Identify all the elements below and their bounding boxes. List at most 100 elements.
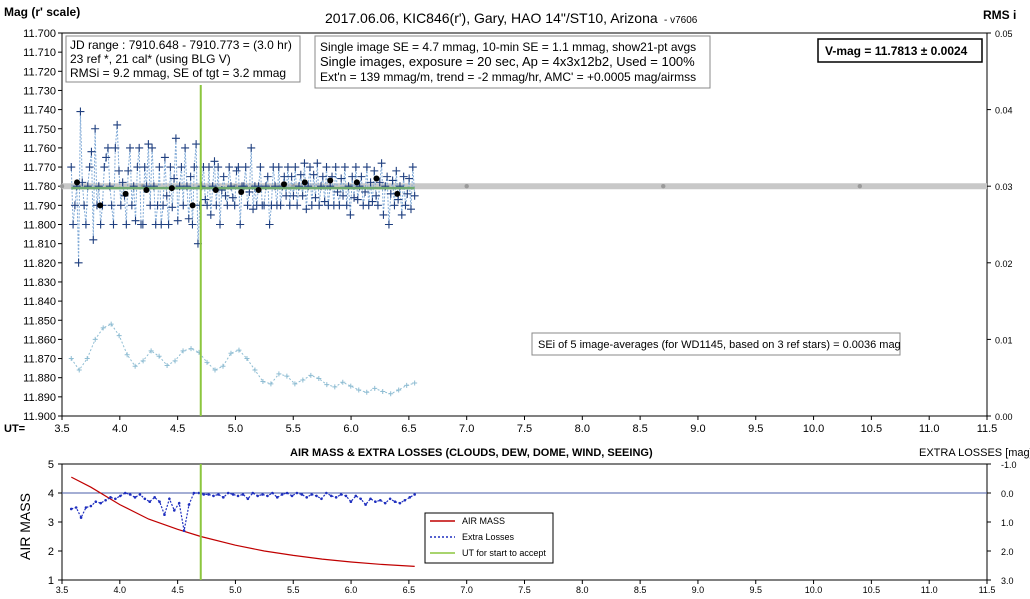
- extra-losses-point: [256, 494, 259, 498]
- rms-point: [372, 385, 378, 391]
- extra-losses-point: [349, 500, 353, 504]
- single-image-point: [350, 193, 359, 202]
- single-image-point: [342, 201, 351, 210]
- exposure-info-box: Single image SE = 4.7 mmag, 10-min SE = …: [314, 35, 711, 89]
- rms-reference-point: [857, 184, 863, 189]
- average-point: [122, 190, 129, 197]
- x-tick-label: 7.5: [517, 423, 532, 435]
- rms-reference-point: [59, 184, 65, 189]
- x-tick-label: 5.0: [228, 423, 243, 435]
- extra-losses-point: [217, 493, 220, 496]
- single-image-point: [76, 107, 85, 116]
- rms-point: [116, 333, 122, 339]
- single-image-point: [74, 258, 83, 267]
- single-image-point: [103, 143, 112, 152]
- single-image-point: [69, 220, 78, 229]
- extra-losses-point: [163, 513, 166, 517]
- single-image-point: [133, 163, 142, 172]
- extra-losses-point: [69, 507, 73, 511]
- single-image-point: [406, 205, 415, 214]
- single-image-point: [377, 159, 386, 168]
- single-image-point: [184, 214, 193, 223]
- y-tick-label: 11.780: [23, 181, 56, 193]
- single-image-point: [80, 201, 89, 210]
- single-image-point: [148, 143, 157, 152]
- legend-ut-start: UT for start to accept: [462, 548, 546, 558]
- x-tick-label: 9.5: [748, 423, 763, 435]
- single-image-point: [138, 220, 147, 229]
- single-image-point: [300, 159, 309, 168]
- extra-losses-point: [320, 497, 323, 501]
- single-image-point: [276, 201, 285, 210]
- single-image-point: [223, 201, 232, 210]
- bottom-x-tick-label: 11.0: [921, 585, 938, 595]
- y2-tick-label: 0.00: [995, 412, 1013, 422]
- single-image-point: [228, 193, 237, 202]
- extra-losses-point: [329, 494, 333, 498]
- single-image-point: [232, 166, 241, 175]
- x-tick-label: 10.0: [803, 423, 824, 435]
- extinction-text: Ext'n = 139 mmag/m, trend = -2 mmag/hr, …: [320, 70, 696, 84]
- rms-point: [260, 379, 266, 385]
- extra-losses-point: [388, 497, 392, 501]
- rms-point: [220, 363, 226, 369]
- rms-point: [140, 358, 146, 364]
- single-image-point: [179, 201, 188, 210]
- extra-losses-point: [374, 500, 377, 504]
- extra-losses-point: [187, 503, 191, 506]
- single-image-point: [401, 201, 410, 210]
- single-image-point: [366, 178, 375, 187]
- y-tick-label: 11.710: [23, 47, 56, 59]
- rms-reference-point: [464, 184, 469, 189]
- y-tick-label: 11.720: [23, 66, 56, 78]
- extra-losses-point: [182, 529, 186, 532]
- rms-point: [380, 388, 386, 394]
- single-image-point: [256, 163, 265, 172]
- extra-losses-point: [266, 494, 269, 498]
- y-tick-label: 11.830: [23, 277, 56, 289]
- extra-losses-point: [398, 501, 402, 505]
- rms-point: [228, 350, 234, 356]
- single-image-point: [340, 163, 349, 172]
- bottom-x-tick-label: 11.5: [979, 585, 996, 595]
- rms-point: [204, 359, 210, 365]
- extra-losses-point: [339, 493, 343, 496]
- x-tick-label: 7.0: [459, 423, 474, 435]
- average-point: [327, 177, 334, 184]
- bottom-y-axis-label: AIR MASS: [17, 493, 33, 560]
- rms-point: [172, 358, 178, 364]
- bottom-x-tick-label: 9.5: [749, 585, 762, 595]
- bottom-legend: AIR MASS Extra Losses UT for start to ac…: [424, 512, 554, 564]
- single-image-point: [320, 197, 329, 206]
- average-point: [74, 179, 81, 186]
- single-image-point: [362, 163, 371, 172]
- extra-losses-point: [202, 493, 206, 496]
- bottom-y2-tick-label: 1.0: [1001, 518, 1014, 528]
- single-image-point: [241, 163, 250, 172]
- single-image-point: [206, 210, 215, 219]
- extra-losses-point: [94, 500, 98, 504]
- single-image-point: [171, 134, 180, 143]
- se-note-text: SEi of 5 image-averages (for WD1145, bas…: [538, 339, 901, 351]
- rms-point: [356, 387, 362, 393]
- y2-axis-label: RMS i: [983, 8, 1016, 22]
- extra-losses-point: [271, 491, 274, 495]
- extra-losses-point: [158, 500, 161, 504]
- extra-losses-point: [310, 493, 313, 496]
- rms-trace: [70, 323, 415, 395]
- bottom-x-tick-label: 8.0: [576, 585, 589, 595]
- bottom-x-tick-label: 3.5: [56, 585, 69, 595]
- single-image-point: [113, 120, 122, 129]
- rms-point: [68, 356, 74, 362]
- single-image-point: [181, 143, 190, 152]
- se-note-box: SEi of 5 image-averages (for WD1145, bas…: [531, 332, 901, 356]
- vmag-box: V-mag = 11.7813 ± 0.0024: [817, 38, 983, 63]
- single-image-point: [283, 163, 292, 172]
- rms-point: [156, 353, 162, 359]
- rms-point: [332, 384, 338, 390]
- single-image-point: [249, 205, 258, 214]
- single-image-point: [309, 170, 318, 179]
- bottom-y-tick-label: 5: [48, 459, 54, 471]
- extra-losses-point: [325, 491, 328, 495]
